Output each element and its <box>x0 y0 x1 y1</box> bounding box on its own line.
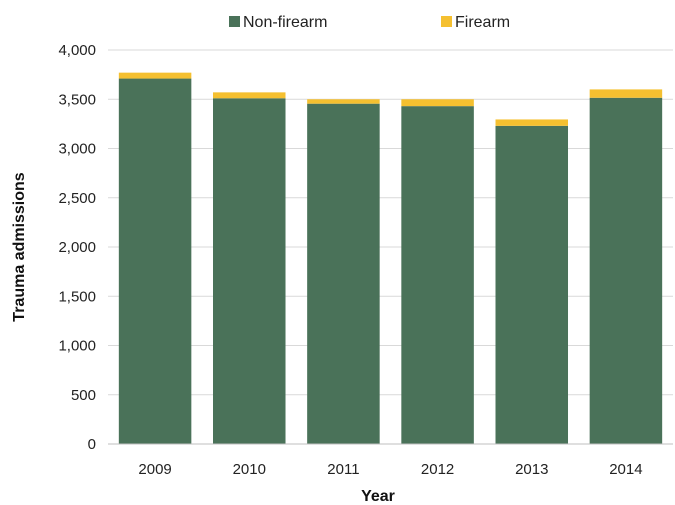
gridlines <box>108 49 673 396</box>
bars <box>118 72 663 445</box>
y-tick-label: 2,000 <box>58 239 96 256</box>
x-tick-label: 2013 <box>515 461 548 478</box>
legend-swatch-non-firearm <box>229 16 240 27</box>
legend-label-firearm: Firearm <box>455 14 510 31</box>
bar-non-firearm-2011 <box>307 103 380 445</box>
y-tick-label: 3,500 <box>58 91 96 108</box>
legend-label-non-firearm: Non-firearm <box>243 14 327 31</box>
y-tick-label: 500 <box>71 387 96 404</box>
x-tick-labels: 2009 2010 2011 2012 2013 2014 <box>138 461 642 478</box>
y-tick-label: 1,500 <box>58 288 96 305</box>
bar-firearm-2010 <box>213 92 286 99</box>
y-tick-label: 1,000 <box>58 338 96 355</box>
x-tick-label: 2011 <box>327 461 359 478</box>
bar-non-firearm-2010 <box>213 98 286 445</box>
bar-non-firearm-2013 <box>495 125 569 444</box>
bar-non-firearm-2009 <box>118 78 192 444</box>
x-tick-label: 2012 <box>421 461 454 478</box>
x-axis-title: Year <box>361 488 395 505</box>
legend-swatch-firearm <box>441 16 452 27</box>
y-axis-title: Trauma admissions <box>11 172 28 321</box>
x-tick-label: 2009 <box>138 461 171 478</box>
x-tick-label: 2014 <box>609 461 642 478</box>
bar-firearm-2011 <box>307 99 380 104</box>
y-tick-label: 3,000 <box>58 141 96 158</box>
y-tick-label: 2,500 <box>58 190 96 207</box>
bar-firearm-2012 <box>401 99 474 107</box>
y-tick-label: 4,000 <box>58 42 96 59</box>
bar-firearm-2014 <box>589 89 663 98</box>
legend: Non-firearm Firearm <box>229 14 510 31</box>
y-tick-labels: 0 500 1,000 1,500 2,000 2,500 3,000 3,500 4,000 <box>58 42 96 453</box>
bar-non-firearm-2014 <box>589 97 663 445</box>
bar-firearm-2009 <box>118 72 192 79</box>
bar-firearm-2013 <box>495 119 569 126</box>
bar-non-firearm-2012 <box>401 106 474 444</box>
x-tick-label: 2010 <box>233 461 266 478</box>
y-tick-label: 0 <box>88 436 96 453</box>
